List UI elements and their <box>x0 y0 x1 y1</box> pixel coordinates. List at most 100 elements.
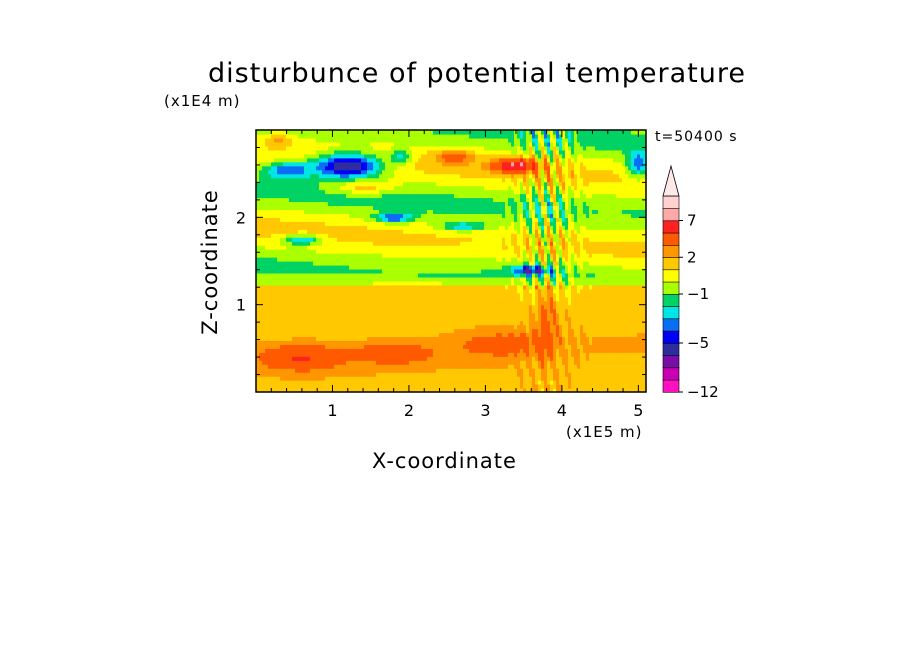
field-cell <box>421 388 425 392</box>
field-cell <box>256 288 260 294</box>
field-cell <box>370 344 374 349</box>
field-cell <box>592 368 596 373</box>
field-cell <box>274 276 278 282</box>
field-cell <box>319 257 323 262</box>
field-cell <box>439 264 443 270</box>
field-cell <box>277 292 281 298</box>
field-cell <box>553 241 557 246</box>
field-cell <box>466 284 470 290</box>
field-cell <box>388 364 392 369</box>
field-cell <box>598 312 602 318</box>
field-cell <box>565 316 569 322</box>
field-cell <box>307 312 311 318</box>
field-cell <box>433 368 437 373</box>
field-cell <box>382 241 386 246</box>
field-cell <box>577 288 581 294</box>
field-cell <box>295 364 299 369</box>
field-cell <box>301 388 305 392</box>
field-cell <box>406 264 410 270</box>
field-cell <box>415 296 419 302</box>
field-cell <box>427 257 431 262</box>
field-cell <box>307 344 311 349</box>
field-cell <box>622 380 626 385</box>
field-cell <box>262 241 266 246</box>
field-cell <box>466 249 470 254</box>
field-cell <box>277 253 281 258</box>
field-cell <box>484 261 488 266</box>
field-cell <box>631 249 635 254</box>
field-cell <box>298 336 302 341</box>
field-cell <box>355 336 359 341</box>
field-cell <box>370 292 374 298</box>
field-cell <box>259 320 263 326</box>
field-cell <box>304 324 308 330</box>
field-cell <box>361 320 365 326</box>
field-cell <box>619 261 623 266</box>
field-cell <box>529 272 533 278</box>
field-cell <box>283 241 287 246</box>
field-cell <box>265 284 269 290</box>
field-cell <box>451 344 455 349</box>
field-cell <box>361 328 365 334</box>
field-cell <box>391 304 395 310</box>
field-cell <box>343 348 347 353</box>
field-cell <box>331 241 335 246</box>
field-cell <box>448 344 452 349</box>
field-cell <box>328 308 332 314</box>
field-cell <box>412 328 416 334</box>
field-cell <box>271 320 275 326</box>
field-cell <box>613 284 617 290</box>
field-cell <box>493 316 497 322</box>
field-cell <box>625 364 629 369</box>
field-cell <box>391 280 395 286</box>
field-cell <box>571 276 575 282</box>
field-cell <box>601 336 605 341</box>
field-cell <box>604 253 608 258</box>
field-cell <box>502 300 506 306</box>
field-cell <box>553 328 557 334</box>
field-cell <box>307 348 311 353</box>
field-cell <box>427 308 431 314</box>
field-cell <box>622 241 626 246</box>
field-cell <box>430 368 434 373</box>
field-cell <box>382 268 386 274</box>
field-cell <box>361 264 365 270</box>
field-cell <box>445 264 449 270</box>
field-cell <box>553 249 557 254</box>
field-cell <box>415 249 419 254</box>
field-cell <box>628 257 632 262</box>
field-cell <box>592 292 596 298</box>
field-cell <box>268 340 272 345</box>
field-cell <box>400 264 404 270</box>
field-cell <box>286 237 290 242</box>
field-cell <box>553 280 557 286</box>
field-cell <box>280 249 284 254</box>
field-cell <box>400 276 404 282</box>
field-cell <box>478 380 482 385</box>
field-cell <box>532 368 536 373</box>
field-cell <box>364 264 368 270</box>
field-cell <box>259 352 263 357</box>
field-cell <box>259 360 263 365</box>
field-cell <box>448 288 452 294</box>
field-cell <box>367 280 371 286</box>
field-cell <box>475 288 479 294</box>
field-cell <box>577 280 581 286</box>
field-cell <box>616 340 620 345</box>
field-cell <box>298 261 302 266</box>
field-cell <box>550 249 554 254</box>
field-cell <box>337 261 341 266</box>
field-cell <box>397 292 401 298</box>
field-cell <box>292 284 296 290</box>
field-cell <box>325 360 329 365</box>
field-cell <box>325 245 329 250</box>
field-cell <box>265 324 269 330</box>
field-cell <box>394 344 398 349</box>
field-cell <box>457 308 461 314</box>
field-cell <box>460 328 464 334</box>
field-cell <box>271 249 275 254</box>
field-cell <box>490 300 494 306</box>
field-cell <box>295 268 299 274</box>
field-cell <box>394 245 398 250</box>
field-cell <box>301 249 305 254</box>
